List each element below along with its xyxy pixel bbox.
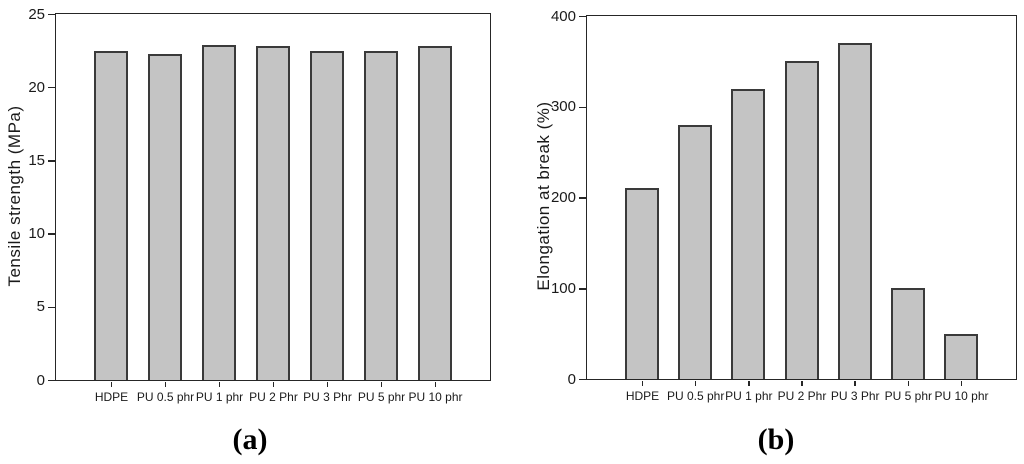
x-tick-label-b: HDPE xyxy=(625,389,660,403)
x-tick-label-b: PU 2 Phr xyxy=(777,389,827,403)
y-tick-a xyxy=(48,306,55,309)
x-tick-b xyxy=(960,381,963,386)
bar-a-1 xyxy=(94,50,128,380)
x-tick-b xyxy=(907,381,910,386)
y-tick-label-a: 15 xyxy=(28,151,45,169)
y-tick-a xyxy=(48,13,55,16)
y-tick-label-b: 0 xyxy=(567,370,576,388)
x-tick-label-b: PU 3 Phr xyxy=(830,389,880,403)
y-tick-label-a: 25 xyxy=(28,5,45,23)
x-tick-b xyxy=(748,381,750,386)
bar-b-6 xyxy=(890,288,925,379)
y-tick-b xyxy=(579,15,586,18)
y-tick-b xyxy=(579,197,586,199)
x-tick-label-b: PU 0.5 phr xyxy=(666,389,725,403)
y-tick-label-a: 0 xyxy=(36,371,45,389)
x-tick-label-a: PU 3 Phr xyxy=(303,390,352,404)
plot-area-b xyxy=(586,15,1017,380)
x-tick-a xyxy=(434,382,437,387)
y-tick-label-a: 5 xyxy=(36,298,45,316)
x-tick-a xyxy=(110,382,113,387)
y-tick-label-b: 100 xyxy=(550,279,576,297)
x-tick-label-b: PU 1 phr xyxy=(725,389,773,403)
x-tick-b xyxy=(641,381,644,386)
x-tick-a xyxy=(272,382,275,387)
y-tick-a xyxy=(48,233,55,235)
bar-a-2 xyxy=(148,53,182,380)
y-tick-label-b: 400 xyxy=(550,7,576,25)
x-tick-b xyxy=(854,381,856,386)
bar-a-7 xyxy=(418,46,452,380)
y-tick-b xyxy=(579,288,586,290)
y-tick-a xyxy=(48,379,55,382)
bar-b-5 xyxy=(837,43,872,379)
y-axis-title-tensile-strength: Tensile strength (MPa) xyxy=(5,105,24,287)
x-tick-b xyxy=(694,381,697,386)
bar-a-4 xyxy=(256,46,290,380)
y-tick-label-a: 10 xyxy=(28,225,45,243)
y-tick-label-a: 20 xyxy=(28,78,45,96)
x-tick-label-b: PU 5 phr xyxy=(884,389,932,403)
x-tick-label-a: PU 0.5 phr xyxy=(136,390,195,404)
x-tick-a xyxy=(326,382,329,387)
y-tick-b xyxy=(579,378,586,381)
bar-b-2 xyxy=(678,124,713,379)
x-tick-label-a: PU 2 Phr xyxy=(249,390,298,404)
y-tick-label-b: 300 xyxy=(550,98,576,116)
x-tick-a xyxy=(218,382,221,387)
bar-b-3 xyxy=(731,88,766,379)
x-tick-a xyxy=(380,382,383,387)
x-tick-a xyxy=(164,382,167,387)
x-tick-label-b: PU 10 phr xyxy=(934,389,989,403)
x-tick-label-a: PU 10 phr xyxy=(408,390,463,404)
bar-a-6 xyxy=(364,50,398,380)
x-tick-b xyxy=(801,381,803,386)
bar-b-1 xyxy=(625,188,659,379)
bar-b-4 xyxy=(784,61,819,379)
y-tick-label-b: 200 xyxy=(550,189,576,206)
x-tick-label-a: HDPE xyxy=(94,390,129,404)
caption-a: (a) xyxy=(232,423,268,456)
bar-a-5 xyxy=(310,50,344,380)
bar-b-7 xyxy=(944,333,978,379)
plot-area-a xyxy=(55,13,491,381)
bar-a-3 xyxy=(202,44,236,380)
x-tick-label-a: PU 1 phr xyxy=(195,390,244,404)
y-tick-b xyxy=(579,106,586,108)
y-tick-a xyxy=(48,86,55,89)
y-tick-a xyxy=(48,160,55,162)
x-tick-label-a: PU 5 phr xyxy=(357,390,406,404)
caption-b: (b) xyxy=(757,423,795,456)
